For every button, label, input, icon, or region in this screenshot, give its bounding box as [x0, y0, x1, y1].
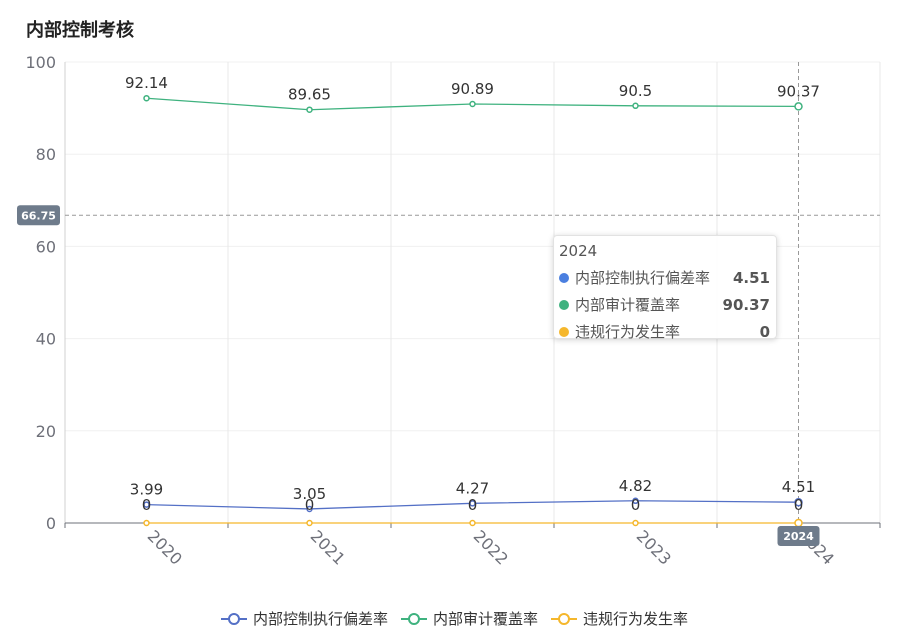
data-point[interactable] [469, 500, 476, 507]
y-tick-label: 60 [36, 237, 56, 256]
legend-item[interactable]: 内部审计覆盖率 [400, 608, 538, 629]
tooltip-row: 内部审计覆盖率 90.37 [559, 291, 770, 318]
tooltip: 2024 内部控制执行偏差率 4.51 内部审计覆盖率 90.37 违规行为发生… [553, 235, 777, 341]
crosshair-y-label-bg [17, 205, 60, 226]
x-tick-label: 2021 [307, 526, 349, 568]
data-label: 0 [631, 496, 641, 514]
data-label: 90.5 [619, 82, 652, 100]
y-tick-label: 40 [36, 330, 56, 349]
crosshair-x-label-bg [777, 526, 820, 546]
data-point[interactable] [143, 94, 150, 102]
labels-layer: 3.99 3.05 4.27 4.82 4.51 92.14 89.65 90.89 90.5 9… [125, 74, 820, 546]
data-label: 4.27 [456, 479, 489, 497]
y-tick-label: 80 [36, 145, 56, 164]
tooltip-row: 违规行为发生率 0 [559, 318, 770, 345]
x-tick-label: 2020 [144, 526, 186, 568]
data-label: 90.37 [777, 82, 820, 100]
series-layer [143, 94, 803, 528]
data-label: 89.65 [288, 86, 331, 104]
axes: 0 20 40 60 80 100 2020 2021 2022 2023 2024 [25, 53, 881, 569]
crosshair: 66.75 [17, 62, 880, 523]
data-point[interactable] [794, 102, 803, 111]
crosshair-x-label: 2024 [783, 530, 814, 543]
tooltip-row: 内部控制执行偏差率 4.51 [559, 264, 770, 291]
legend-item[interactable]: 内部控制执行偏差率 [220, 608, 388, 629]
data-label: 0 [305, 496, 315, 514]
tooltip-row-value: 4.51 [732, 268, 770, 287]
series-dot-icon [559, 299, 569, 310]
data-point[interactable] [632, 497, 639, 505]
data-point[interactable] [143, 501, 150, 508]
series-dot-icon [559, 326, 569, 337]
tooltip-row-value: 0 [759, 322, 770, 341]
y-tick-label: 0 [46, 514, 56, 533]
data-point[interactable] [794, 518, 803, 528]
data-point[interactable] [306, 519, 313, 527]
data-label: 3.05 [293, 485, 326, 503]
data-label: 0 [142, 496, 152, 514]
legend-label: 内部控制执行偏差率 [252, 610, 388, 628]
tooltip-row-name: 违规行为发生率 [575, 323, 681, 341]
data-label: 90.89 [451, 80, 494, 98]
data-label: 0 [794, 496, 804, 514]
legend-line-icon [551, 612, 577, 625]
x-tick-label: 2022 [470, 526, 512, 568]
data-point[interactable] [469, 519, 476, 527]
tooltip-row-value: 90.37 [722, 295, 770, 314]
tooltip-row-name: 内部审计覆盖率 [575, 296, 681, 314]
data-label: 92.14 [125, 74, 168, 92]
x-tick-label: 2023 [633, 526, 675, 568]
legend-label: 内部审计覆盖率 [432, 610, 538, 628]
tooltip-row-name: 内部控制执行偏差率 [575, 269, 711, 287]
data-point[interactable] [632, 102, 639, 110]
data-label: 4.82 [619, 477, 652, 495]
legend-line-icon [400, 612, 427, 625]
data-point[interactable] [469, 100, 476, 108]
data-label: 4.51 [782, 478, 815, 496]
data-label: 3.99 [130, 481, 163, 499]
chart-title: 内部控制考核 [26, 20, 134, 41]
crosshair-y-label: 66.75 [21, 209, 56, 222]
series-dot-icon [559, 272, 569, 283]
data-label: 0 [468, 496, 478, 514]
data-point[interactable] [143, 519, 150, 527]
data-point[interactable] [632, 519, 639, 527]
data-point[interactable] [794, 497, 803, 507]
data-point[interactable] [306, 106, 313, 113]
data-point[interactable] [306, 505, 313, 513]
legend-label: 违规行为发生率 [583, 610, 689, 628]
y-tick-label: 20 [36, 422, 56, 441]
y-tick-label: 100 [25, 53, 56, 72]
legend-line-icon [220, 612, 247, 625]
tooltip-title: 2024 [559, 242, 598, 260]
legend-item[interactable]: 违规行为发生率 [550, 608, 688, 629]
legend: 内部控制执行偏差率 内部审计覆盖率 违规行为发生率 [0, 608, 908, 629]
